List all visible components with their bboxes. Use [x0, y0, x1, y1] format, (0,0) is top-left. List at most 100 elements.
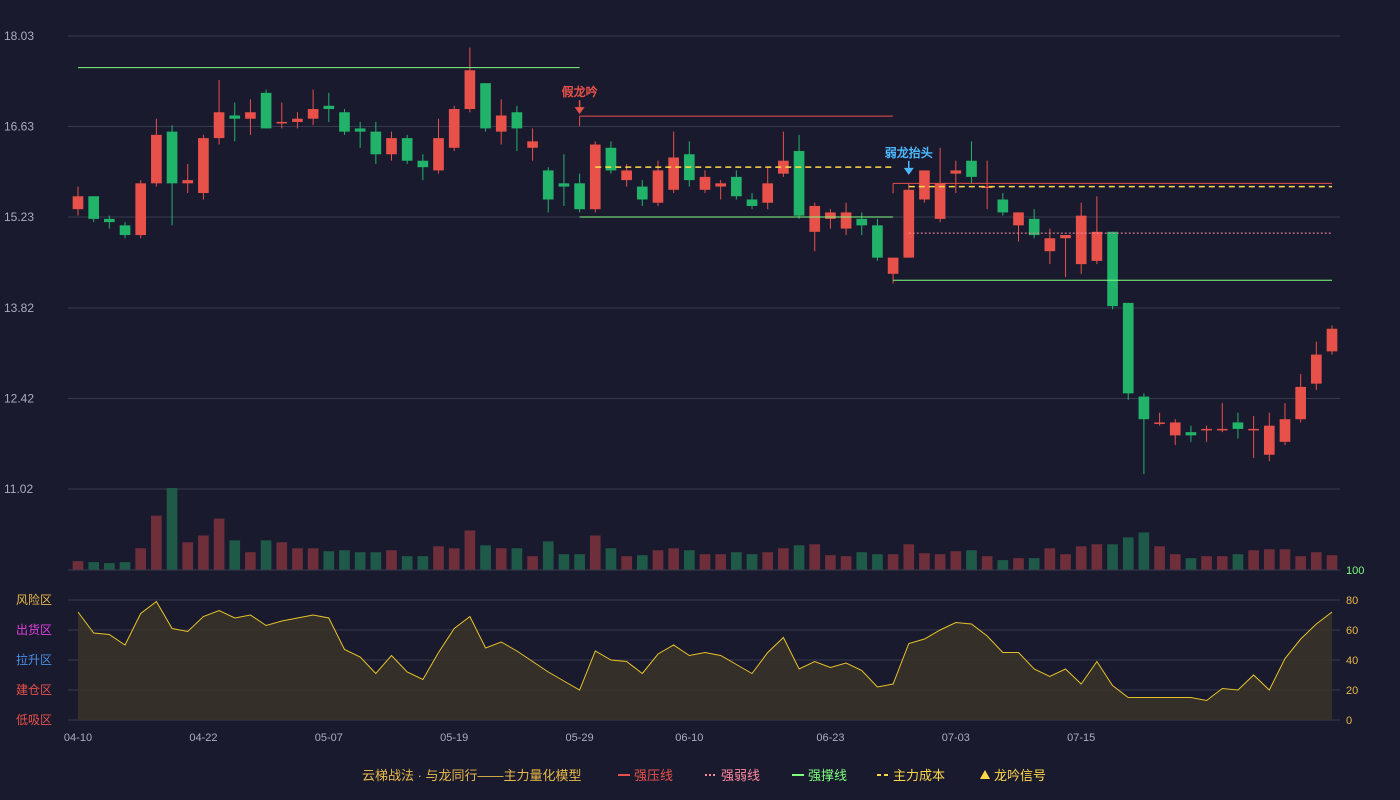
x-tick-label: 05-07 [315, 732, 343, 744]
candle-body [1013, 212, 1024, 226]
volume-bar [1232, 554, 1244, 570]
candle-body [1263, 425, 1275, 455]
y-axis: 18.03 16.63 15.23 13.82 12.42 11.02 [4, 29, 34, 496]
volume-bar [542, 541, 554, 570]
candle-body [511, 112, 523, 129]
candle-body [699, 176, 711, 190]
volume-bar [292, 548, 303, 570]
legend-title: 云梯战法 · 与龙同行——主力量化模型 [362, 768, 582, 783]
volume-bar [840, 556, 852, 570]
volume-bar [1279, 549, 1291, 570]
volume-bar [1248, 550, 1259, 570]
signal-arrow-icon [903, 167, 914, 175]
candle-body [464, 70, 476, 110]
candle-body [1107, 231, 1118, 307]
volume-bar [1091, 544, 1103, 570]
volume-bar [589, 535, 601, 570]
candle-body [1310, 354, 1322, 384]
volume-bar [245, 552, 256, 570]
candle-body [119, 225, 131, 236]
candle-body [1201, 428, 1212, 431]
volume-bar [88, 562, 100, 570]
volume-bar [668, 548, 679, 570]
volume-bar [370, 552, 382, 570]
candle-body [448, 109, 460, 148]
candle-body [903, 189, 915, 258]
candle-body [1232, 422, 1244, 429]
zone-label: 建仓区 [16, 683, 52, 697]
candle-body [809, 205, 821, 232]
candle-body [1091, 231, 1103, 261]
volume-bar [1263, 549, 1275, 570]
candle-body [668, 157, 679, 190]
legend-item-label: 强弱线 [721, 768, 760, 783]
price-tick-label: 13.82 [4, 301, 34, 315]
x-tick-label: 06-23 [816, 732, 844, 744]
x-tick-label: 07-03 [942, 732, 970, 744]
candle-body [276, 121, 288, 124]
volume-bar [433, 546, 444, 570]
volume-bar [966, 550, 977, 570]
candle-body [1075, 215, 1087, 265]
indicator-right-tick: 60 [1346, 625, 1358, 637]
volume-bar [1075, 546, 1087, 570]
candle-body [1044, 238, 1056, 252]
volume-bar [1028, 558, 1040, 570]
volume-bar [1310, 552, 1322, 570]
candle-body [966, 160, 977, 177]
zone-label: 出货区 [16, 622, 52, 637]
volume-bar [448, 548, 460, 570]
candle-body [636, 186, 648, 200]
candle-body [292, 118, 303, 122]
candle-body [887, 257, 899, 274]
volume-bar [1122, 537, 1134, 570]
candle-body [981, 186, 993, 189]
candle-body [621, 170, 632, 181]
candle-body [417, 160, 429, 168]
volume-bar [621, 556, 632, 570]
volume-bar [699, 554, 711, 570]
price-tick-label: 18.03 [4, 29, 34, 43]
candle-body [574, 183, 585, 210]
candle-body [731, 176, 742, 197]
candle-body [386, 138, 397, 155]
candle-body [135, 183, 147, 236]
candle-body [558, 183, 570, 187]
candle-body [1248, 428, 1259, 431]
volume-bar [872, 554, 883, 570]
candle-body [1138, 396, 1150, 420]
indicator-right-tick: 80 [1346, 595, 1358, 607]
indicator-right-tick: 100 [1346, 565, 1364, 577]
candle-body [88, 196, 100, 219]
volume-bar [104, 563, 115, 570]
legend: 云梯战法 · 与龙同行——主力量化模型 强压线 强弱线 强撑线 主力成本 龙吟信号 [362, 768, 1046, 783]
candle-body [339, 112, 350, 132]
candle-body [840, 212, 852, 229]
volume-bar [323, 551, 335, 570]
candle-body [762, 183, 774, 203]
candle-body [229, 115, 241, 119]
candles [72, 47, 1338, 475]
volume-bar [213, 518, 225, 570]
candle-body [856, 218, 868, 226]
candle-body [260, 92, 272, 129]
zone-label: 风险区 [16, 592, 52, 607]
level-lines [78, 67, 1332, 281]
volume-bar [793, 545, 805, 570]
volume-bar [276, 542, 288, 570]
volume-bar [1013, 558, 1024, 570]
volume-bar [903, 544, 915, 570]
volume-bar [260, 540, 272, 570]
candle-body [1216, 428, 1228, 431]
volume-bar [339, 550, 350, 570]
candle-body [245, 112, 256, 119]
indicator-area [78, 601, 1332, 720]
price-tick-label: 15.23 [4, 210, 34, 224]
volume-bar [386, 550, 397, 570]
volume-bar [762, 552, 774, 570]
volume-bar [636, 555, 648, 570]
volume-bar [919, 553, 930, 570]
volume-bar [1201, 556, 1212, 570]
